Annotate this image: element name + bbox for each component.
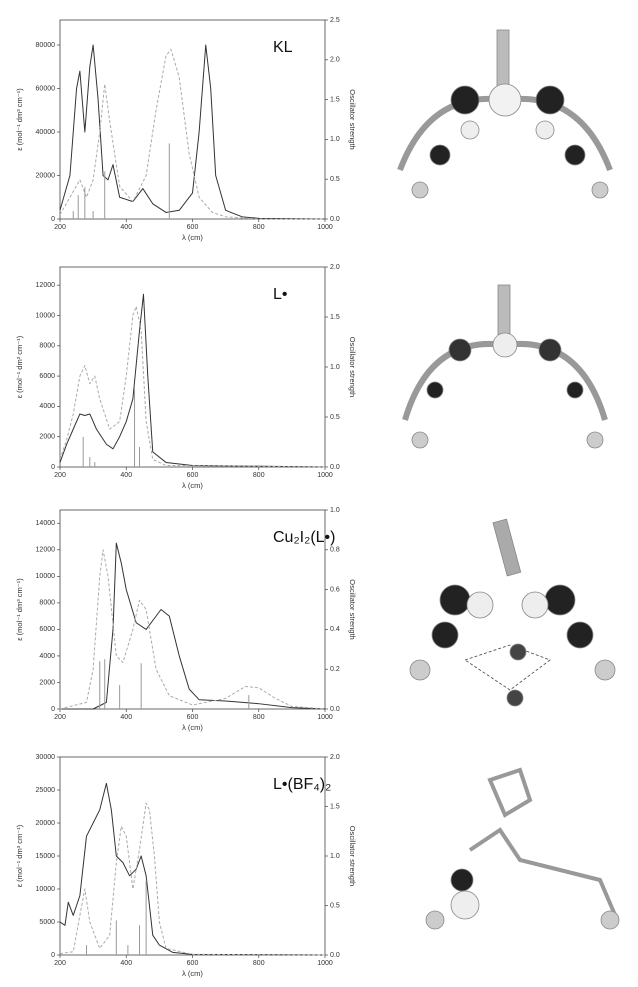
y2-tick-label: 0.0 (330, 216, 340, 223)
x-tick-label: 200 (54, 960, 66, 967)
y2-tick-label: 0.5 (330, 902, 340, 909)
y-tick-label: 15000 (36, 853, 56, 860)
x-tick-label: 800 (253, 714, 265, 721)
y2-tick-label: 0.5 (330, 176, 340, 183)
chart-title: KL (273, 39, 293, 56)
x-tick-label: 800 (253, 224, 265, 231)
dashed-spectrum (60, 306, 325, 467)
y2-tick-label: 0.4 (330, 626, 340, 633)
x-tick-label: 800 (253, 960, 265, 967)
y2-tick-label: 0.0 (330, 952, 340, 959)
y-tick-label: 60000 (36, 85, 56, 92)
figure: 20040060080010000200004000060000800000.0… (0, 0, 638, 987)
y2-tick-label: 0.6 (330, 586, 340, 593)
chart-title: L•(BF₄)₂ (273, 776, 331, 793)
x-tick-label: 200 (54, 224, 66, 231)
x-axis-label: λ (cm) (182, 969, 203, 978)
y-tick-label: 80000 (36, 42, 56, 49)
chart-title: Cu₂I₂(L•) (273, 529, 335, 546)
y-tick-label: 0 (51, 706, 55, 713)
y2-tick-label: 1.0 (330, 136, 340, 143)
dashed-spectrum (60, 803, 325, 955)
y-tick-label: 40000 (36, 129, 56, 136)
solid-spectrum (60, 783, 325, 955)
y-axis-label: ε (mol⁻¹ dm³ cm⁻¹) (15, 578, 24, 641)
y-tick-label: 12000 (36, 282, 56, 289)
y2-tick-label: 1.5 (330, 314, 340, 321)
y-tick-label: 0 (51, 216, 55, 223)
x-tick-label: 200 (54, 714, 66, 721)
y2-tick-label: 1.5 (330, 96, 340, 103)
x-axis-label: λ (cm) (182, 723, 203, 732)
y-axis-label: ε (mol⁻¹ dm³ cm⁻¹) (15, 824, 24, 887)
y-tick-label: 2000 (39, 679, 55, 686)
x-tick-label: 400 (120, 224, 132, 231)
y-tick-label: 30000 (36, 754, 56, 761)
x-axis-label: λ (cm) (182, 233, 203, 242)
y2-axis-label: Oscillator strength (348, 337, 357, 397)
y2-tick-label: 1.0 (330, 507, 340, 514)
x-tick-label: 400 (120, 960, 132, 967)
y2-tick-label: 0.0 (330, 464, 340, 471)
molecule-2 (405, 285, 605, 448)
y2-tick-label: 1.5 (330, 803, 340, 810)
y2-tick-label: 2.5 (330, 17, 340, 24)
y-tick-label: 10000 (36, 573, 56, 580)
y-tick-label: 5000 (39, 919, 55, 926)
y2-tick-label: 2.0 (330, 754, 340, 761)
x-tick-label: 400 (120, 472, 132, 479)
y-tick-label: 0 (51, 952, 55, 959)
x-tick-label: 800 (253, 472, 265, 479)
y-tick-label: 4000 (39, 403, 55, 410)
y2-axis-label: Oscillator strength (348, 89, 357, 149)
chart-title: L• (273, 286, 288, 303)
y-tick-label: 25000 (36, 787, 56, 794)
molecule-4 (426, 770, 619, 929)
y2-tick-label: 2.0 (330, 57, 340, 64)
y2-tick-label: 0.8 (330, 547, 340, 554)
y2-tick-label: 0.2 (330, 666, 340, 673)
y-tick-label: 14000 (36, 520, 56, 527)
y-tick-label: 10000 (36, 312, 56, 319)
y-tick-label: 6000 (39, 373, 55, 380)
y2-tick-label: 0.0 (330, 706, 340, 713)
x-tick-label: 600 (187, 960, 199, 967)
y-tick-label: 8000 (39, 600, 55, 607)
y-tick-label: 6000 (39, 626, 55, 633)
y-axis-label: ε (mol⁻¹ dm³ cm⁻¹) (15, 88, 24, 151)
y-tick-label: 8000 (39, 343, 55, 350)
y2-tick-label: 2.0 (330, 264, 340, 271)
molecule-1 (400, 30, 610, 198)
y2-tick-label: 1.0 (330, 364, 340, 371)
x-tick-label: 1000 (317, 472, 333, 479)
y-tick-label: 20000 (36, 820, 56, 827)
y-tick-label: 2000 (39, 434, 55, 441)
y2-tick-label: 0.5 (330, 414, 340, 421)
x-tick-label: 1000 (317, 960, 333, 967)
y2-axis-label: Oscillator strength (348, 579, 357, 639)
x-tick-label: 200 (54, 472, 66, 479)
y-tick-label: 12000 (36, 547, 56, 554)
molecule-3 (410, 519, 615, 706)
x-tick-label: 600 (187, 224, 199, 231)
x-tick-label: 400 (120, 714, 132, 721)
y-tick-label: 0 (51, 464, 55, 471)
solid-spectrum (60, 294, 325, 467)
x-tick-label: 1000 (317, 224, 333, 231)
y-axis-label: ε (mol⁻¹ dm³ cm⁻¹) (15, 335, 24, 398)
y-tick-label: 4000 (39, 653, 55, 660)
y-tick-label: 10000 (36, 886, 56, 893)
x-axis-label: λ (cm) (182, 481, 203, 490)
x-tick-label: 600 (187, 472, 199, 479)
y-tick-label: 20000 (36, 172, 56, 179)
x-tick-label: 1000 (317, 714, 333, 721)
x-tick-label: 600 (187, 714, 199, 721)
y2-axis-label: Oscillator strength (348, 826, 357, 886)
y2-tick-label: 1.0 (330, 853, 340, 860)
